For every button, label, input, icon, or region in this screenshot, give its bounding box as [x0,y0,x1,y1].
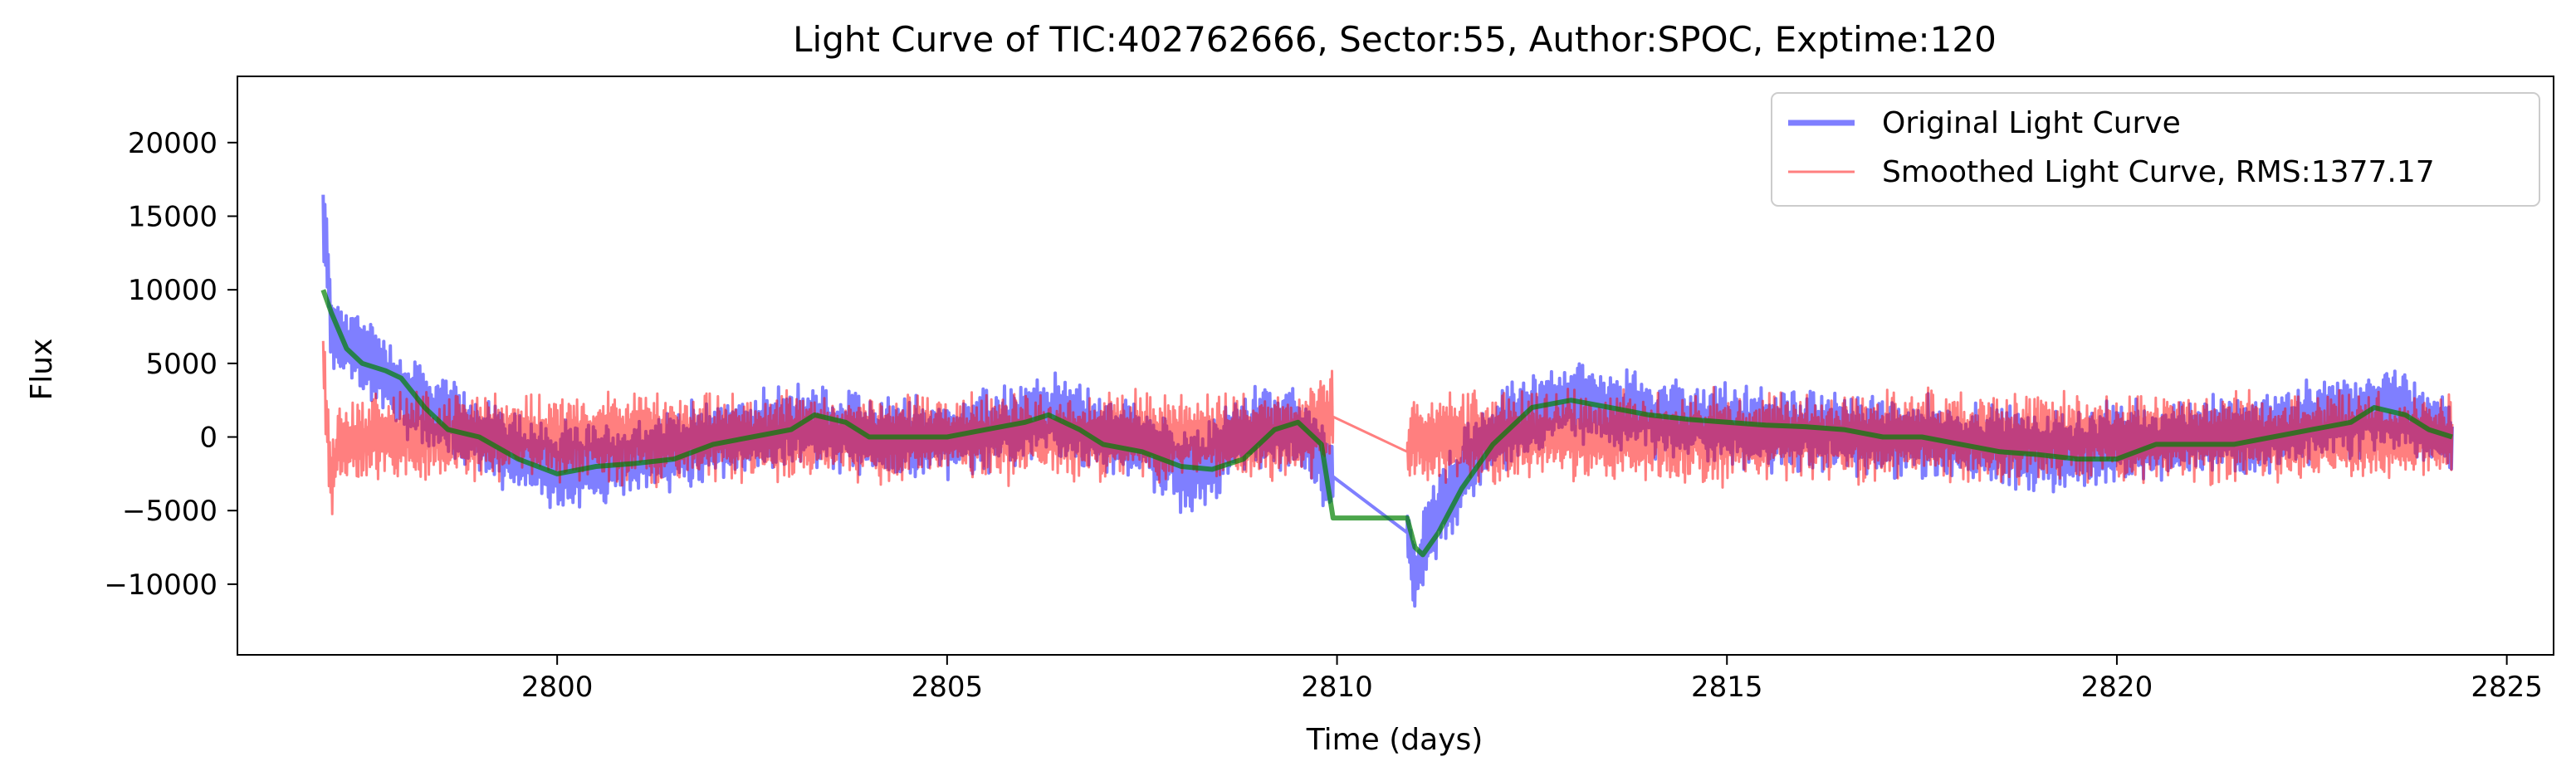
x-tick-label-2820: 2820 [2081,671,2153,704]
legend: Original Light Curve Smoothed Light Curv… [1771,92,2540,207]
y-axis: −10000 −5000 0 5000 10000 15000 20000 [104,127,237,602]
series-line-2 [321,340,2454,515]
x-tick-label-2810: 2810 [1301,671,1373,704]
series-line-3 [320,289,2453,558]
x-tick-label-2800: 2800 [521,671,594,704]
plot-frame [237,76,2554,656]
y-tick-label-15000: 15000 [128,200,218,233]
y-tick-label-10000: 10000 [128,274,218,307]
y-axis-label: Flux [25,339,59,401]
x-tick-label-2805: 2805 [912,671,984,704]
legend-box [1771,92,2540,207]
chart-title: Light Curve of TIC:402762666, Sector:55,… [793,19,1997,60]
x-axis: 2800 2805 2810 2815 2820 2825 [521,655,2543,704]
x-axis-label: Time (days) [1306,723,1484,757]
y-tick-label-20000: 20000 [128,127,218,160]
y-tick-label--10000: −10000 [104,569,218,602]
series-layer [320,194,2454,608]
legend-label-smoothed: Smoothed Light Curve, RMS:1377.17 [1882,155,2435,189]
x-tick-label-2815: 2815 [1691,671,1763,704]
y-tick-label-5000: 5000 [145,348,218,381]
y-tick-label--5000: −5000 [122,495,218,528]
x-tick-label-2825: 2825 [2471,671,2543,704]
legend-label-original: Original Light Curve [1882,106,2181,140]
y-tick-label-0: 0 [199,422,218,455]
